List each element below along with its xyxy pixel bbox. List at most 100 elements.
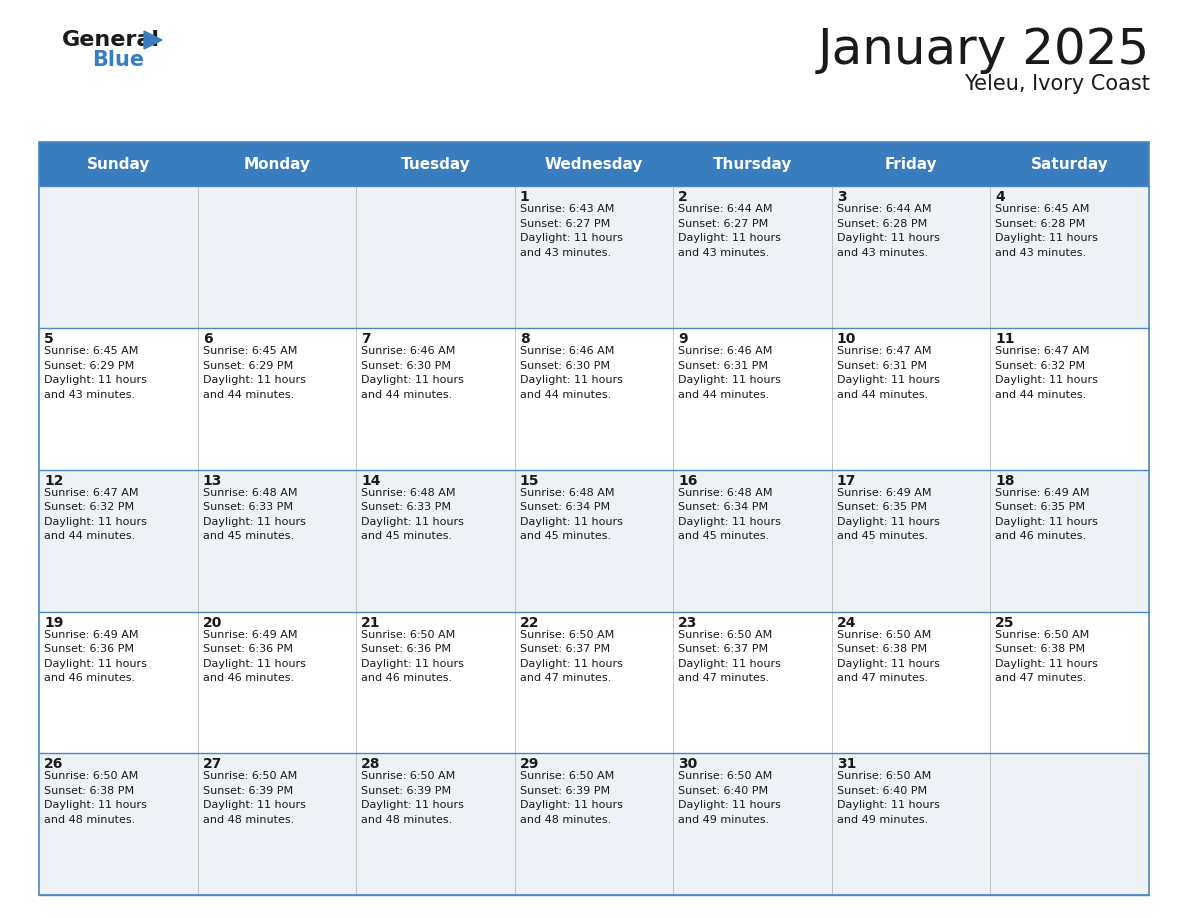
Bar (674, 611, 832, 754)
Text: 26: 26 (44, 757, 64, 771)
Text: and 45 minutes.: and 45 minutes. (519, 532, 611, 542)
Text: and 48 minutes.: and 48 minutes. (44, 815, 135, 824)
Text: Sunset: 6:36 PM: Sunset: 6:36 PM (203, 644, 292, 654)
Text: Daylight: 11 hours: Daylight: 11 hours (519, 375, 623, 385)
Text: Sunrise: 6:49 AM: Sunrise: 6:49 AM (836, 487, 931, 498)
Bar (514, 328, 674, 470)
Text: 31: 31 (836, 757, 857, 771)
Bar (832, 186, 991, 328)
Text: Sunset: 6:36 PM: Sunset: 6:36 PM (44, 644, 134, 654)
Text: Sunrise: 6:45 AM: Sunrise: 6:45 AM (44, 346, 139, 356)
Bar (39, 328, 197, 470)
Bar (356, 754, 514, 895)
Bar (991, 754, 1149, 895)
Text: Daylight: 11 hours: Daylight: 11 hours (361, 517, 465, 527)
Bar (832, 328, 991, 470)
Bar (991, 611, 1149, 754)
Text: 16: 16 (678, 474, 697, 487)
Text: and 45 minutes.: and 45 minutes. (836, 532, 928, 542)
Text: Sunrise: 6:50 AM: Sunrise: 6:50 AM (836, 630, 931, 640)
Text: Sunset: 6:39 PM: Sunset: 6:39 PM (203, 786, 293, 796)
Text: and 45 minutes.: and 45 minutes. (678, 532, 770, 542)
Text: and 43 minutes.: and 43 minutes. (519, 248, 611, 258)
Text: 6: 6 (203, 332, 213, 346)
Text: Daylight: 11 hours: Daylight: 11 hours (996, 658, 1098, 668)
Text: and 46 minutes.: and 46 minutes. (361, 673, 453, 683)
Bar (674, 142, 832, 186)
Text: Sunrise: 6:50 AM: Sunrise: 6:50 AM (203, 771, 297, 781)
Text: Wednesday: Wednesday (545, 157, 643, 172)
Text: Sunset: 6:30 PM: Sunset: 6:30 PM (361, 361, 451, 371)
Text: Daylight: 11 hours: Daylight: 11 hours (678, 658, 782, 668)
Text: and 49 minutes.: and 49 minutes. (678, 815, 770, 824)
Text: Sunset: 6:38 PM: Sunset: 6:38 PM (836, 644, 927, 654)
Text: 14: 14 (361, 474, 380, 487)
Text: Sunset: 6:33 PM: Sunset: 6:33 PM (361, 502, 451, 512)
Text: Daylight: 11 hours: Daylight: 11 hours (678, 517, 782, 527)
Text: 17: 17 (836, 474, 857, 487)
Text: Sunrise: 6:44 AM: Sunrise: 6:44 AM (678, 205, 772, 215)
Text: 11: 11 (996, 332, 1015, 346)
Text: Sunrise: 6:47 AM: Sunrise: 6:47 AM (44, 487, 139, 498)
Text: and 49 minutes.: and 49 minutes. (836, 815, 928, 824)
Bar (991, 186, 1149, 328)
Text: Sunset: 6:37 PM: Sunset: 6:37 PM (678, 644, 769, 654)
Text: Sunset: 6:32 PM: Sunset: 6:32 PM (996, 361, 1086, 371)
Text: Sunset: 6:34 PM: Sunset: 6:34 PM (678, 502, 769, 512)
Text: and 43 minutes.: and 43 minutes. (836, 248, 928, 258)
Text: and 44 minutes.: and 44 minutes. (361, 389, 453, 399)
Bar (991, 470, 1149, 611)
Bar (197, 754, 356, 895)
Text: Sunrise: 6:46 AM: Sunrise: 6:46 AM (678, 346, 772, 356)
Polygon shape (144, 31, 162, 49)
Bar (39, 754, 197, 895)
Text: Sunrise: 6:44 AM: Sunrise: 6:44 AM (836, 205, 931, 215)
Text: Sunset: 6:38 PM: Sunset: 6:38 PM (44, 786, 134, 796)
Text: Sunset: 6:31 PM: Sunset: 6:31 PM (836, 361, 927, 371)
Text: Sunrise: 6:48 AM: Sunrise: 6:48 AM (519, 487, 614, 498)
Text: Sunset: 6:35 PM: Sunset: 6:35 PM (996, 502, 1086, 512)
Text: and 48 minutes.: and 48 minutes. (361, 815, 453, 824)
Text: and 44 minutes.: and 44 minutes. (678, 389, 770, 399)
Bar (514, 142, 674, 186)
Bar (39, 142, 197, 186)
Text: 1: 1 (519, 190, 530, 205)
Text: and 46 minutes.: and 46 minutes. (996, 532, 1086, 542)
Text: Sunset: 6:35 PM: Sunset: 6:35 PM (836, 502, 927, 512)
Text: Saturday: Saturday (1031, 157, 1108, 172)
Text: Daylight: 11 hours: Daylight: 11 hours (44, 517, 147, 527)
Text: Sunset: 6:38 PM: Sunset: 6:38 PM (996, 644, 1086, 654)
Text: 7: 7 (361, 332, 371, 346)
Text: and 44 minutes.: and 44 minutes. (44, 532, 135, 542)
Text: Daylight: 11 hours: Daylight: 11 hours (203, 375, 305, 385)
Bar (991, 328, 1149, 470)
Text: Sunset: 6:27 PM: Sunset: 6:27 PM (678, 218, 769, 229)
Bar (39, 470, 197, 611)
Text: Sunset: 6:39 PM: Sunset: 6:39 PM (519, 786, 609, 796)
Text: Sunset: 6:28 PM: Sunset: 6:28 PM (836, 218, 927, 229)
Bar (514, 754, 674, 895)
Text: Sunset: 6:29 PM: Sunset: 6:29 PM (44, 361, 134, 371)
Text: General: General (62, 30, 160, 50)
Text: and 47 minutes.: and 47 minutes. (996, 673, 1087, 683)
Text: and 47 minutes.: and 47 minutes. (678, 673, 770, 683)
Text: Friday: Friday (885, 157, 937, 172)
Bar (197, 328, 356, 470)
Text: Sunrise: 6:45 AM: Sunrise: 6:45 AM (996, 205, 1089, 215)
Text: 20: 20 (203, 616, 222, 630)
Text: Daylight: 11 hours: Daylight: 11 hours (836, 233, 940, 243)
Text: 19: 19 (44, 616, 64, 630)
Text: Sunrise: 6:43 AM: Sunrise: 6:43 AM (519, 205, 614, 215)
Text: Daylight: 11 hours: Daylight: 11 hours (836, 517, 940, 527)
Text: January 2025: January 2025 (817, 26, 1150, 74)
Text: Sunset: 6:34 PM: Sunset: 6:34 PM (519, 502, 609, 512)
Bar (832, 142, 991, 186)
Text: 15: 15 (519, 474, 539, 487)
Text: 4: 4 (996, 190, 1005, 205)
Bar (39, 611, 197, 754)
Text: Daylight: 11 hours: Daylight: 11 hours (996, 375, 1098, 385)
Text: 8: 8 (519, 332, 530, 346)
Text: Daylight: 11 hours: Daylight: 11 hours (519, 233, 623, 243)
Text: Tuesday: Tuesday (400, 157, 470, 172)
Text: 10: 10 (836, 332, 857, 346)
